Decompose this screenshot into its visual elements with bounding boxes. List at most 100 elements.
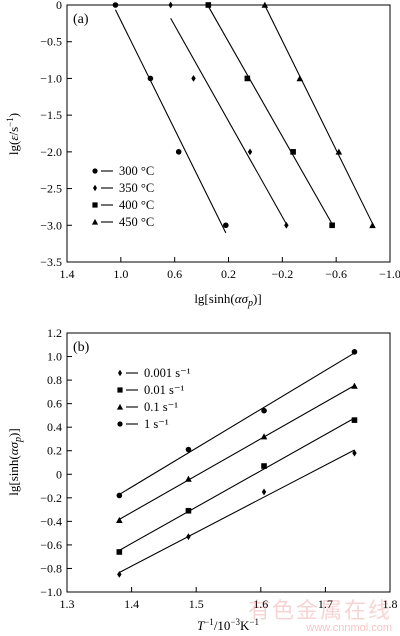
y-tick-label: 0.2 xyxy=(47,444,62,458)
y-tick-label: −3.5 xyxy=(40,255,62,269)
panel-b-ticks xyxy=(66,332,391,593)
legend-label-2: 400 °C xyxy=(119,198,154,212)
x-tick-label: 1.3 xyxy=(60,597,75,611)
legend-marker-3 xyxy=(91,218,99,225)
panel-b-frame xyxy=(66,332,391,593)
data-point-series-2 xyxy=(260,433,268,440)
y-tick-label: 0.8 xyxy=(47,373,62,387)
y-tick-label: −0.2 xyxy=(40,491,62,505)
y-tick-label: 1.2 xyxy=(47,326,62,340)
panel-a-x-axis-title: lg[sinh(ασp)] xyxy=(194,291,261,309)
legend-label-0: 300 °C xyxy=(119,164,154,178)
panel-a-label: (a) xyxy=(73,12,89,27)
data-point-series-0 xyxy=(261,488,267,496)
fit-line-series-2 xyxy=(119,384,355,520)
x-tick-label: 1.4 xyxy=(124,597,139,611)
data-point-series-2 xyxy=(329,222,335,229)
fit-line-series-3 xyxy=(264,5,373,224)
panel-a-x-tick-labels: 1.4 1.0 0.6 0.2 −0.2 −0.6 −1.0 xyxy=(60,267,400,281)
panel-a-legend: 300 °C 350 °C 400 °C 450 °C xyxy=(91,164,154,229)
data-point-series-0 xyxy=(175,149,182,155)
data-point-series-3 xyxy=(369,221,376,229)
x-tick-label: −0.6 xyxy=(325,267,347,281)
panel-a-ticks xyxy=(66,4,391,263)
data-point-series-1 xyxy=(116,549,123,555)
y-tick-label: 1.0 xyxy=(47,350,62,364)
panel-b-x-axis-title: T−1/10−3K−1 xyxy=(197,617,259,633)
legend-marker-2 xyxy=(116,403,124,410)
panel-b-x-tick-labels: 1.3 1.4 1.5 1.6 1.7 1.8 xyxy=(60,597,398,611)
data-point-series-3 xyxy=(335,148,343,155)
data-point-series-3 xyxy=(116,492,123,499)
panel-b-points xyxy=(116,349,358,578)
fit-line-series-1 xyxy=(119,417,355,551)
legend-marker-0 xyxy=(92,168,98,174)
data-point-series-1 xyxy=(351,417,358,423)
data-point-series-1 xyxy=(168,1,173,9)
legend-marker-1 xyxy=(117,387,123,393)
legend-label-3: 450 °C xyxy=(119,215,154,229)
panel-b-y-tick-labels: 1.2 1.0 0.8 0.6 0.4 0.2 0 −0.2 −0.4 −0.6 −0.8 −1.0 xyxy=(40,326,62,599)
legend-label-2: 0.1 s⁻¹ xyxy=(144,400,178,414)
x-tick-label: 1.5 xyxy=(189,597,204,611)
data-point-series-0 xyxy=(112,2,119,8)
data-point-series-1 xyxy=(191,75,196,82)
x-tick-label: 1.4 xyxy=(60,267,75,281)
x-tick-label: 1.7 xyxy=(318,597,333,611)
data-point-series-1 xyxy=(284,221,289,229)
y-tick-label: 0.4 xyxy=(47,420,62,434)
y-tick-label: 0 xyxy=(56,0,62,12)
data-point-series-0 xyxy=(223,222,229,229)
data-point-series-0 xyxy=(117,570,122,578)
x-tick-label: 0.2 xyxy=(221,267,236,281)
legend-label-0: 0.001 s⁻¹ xyxy=(144,366,191,380)
legend-label-1: 350 °C xyxy=(119,181,154,195)
x-tick-label: 1.6 xyxy=(253,597,268,611)
panel-b-label: (b) xyxy=(73,340,90,355)
panel-a-y-tick-labels: 0 −0.5 −1.0 −1.5 −2.0 −2.5 −3.0 −3.5 xyxy=(40,0,62,269)
data-point-series-0 xyxy=(352,449,357,457)
y-tick-label: −0.6 xyxy=(40,538,62,552)
panel-b-y-axis-title: lg[sinh(ασp)] xyxy=(6,428,24,495)
data-point-series-1 xyxy=(247,148,253,156)
data-point-series-2 xyxy=(116,516,123,523)
data-point-series-3 xyxy=(261,407,267,414)
legend-marker-0 xyxy=(118,369,122,377)
fit-line-series-1 xyxy=(170,18,287,225)
legend-marker-2 xyxy=(92,202,98,208)
x-tick-label: −0.2 xyxy=(271,267,293,281)
panel-a-y-axis-title: lg(ε̇/s−1) xyxy=(5,113,21,155)
data-point-series-3 xyxy=(261,1,269,8)
data-point-series-3 xyxy=(185,446,192,453)
y-tick-label: −2.0 xyxy=(40,145,62,159)
data-point-series-2 xyxy=(185,475,192,482)
x-tick-label: 1.0 xyxy=(113,267,128,281)
y-tick-label: −0.8 xyxy=(40,561,62,575)
data-point-series-2 xyxy=(205,2,212,8)
x-tick-label: 1.8 xyxy=(383,597,398,611)
panel-a-points xyxy=(112,1,376,229)
panel-a-frame xyxy=(66,4,391,263)
data-point-series-2 xyxy=(351,382,358,389)
data-point-series-0 xyxy=(186,533,191,541)
fit-line-series-3 xyxy=(119,352,355,495)
y-tick-label: 0.6 xyxy=(47,397,62,411)
data-point-series-2 xyxy=(244,75,251,82)
legend-label-1: 0.01 s⁻¹ xyxy=(144,383,184,397)
y-tick-label: −1.0 xyxy=(40,585,62,599)
data-point-series-0 xyxy=(147,75,154,82)
legend-marker-1 xyxy=(93,184,97,192)
panel-b: 1.21.00.80.60.40.20−0.2−0.4−0.6−0.8−1.0 … xyxy=(6,326,398,633)
fit-line-series-2 xyxy=(207,6,333,225)
fit-line-series-0 xyxy=(114,9,227,234)
legend-marker-3 xyxy=(117,421,123,427)
data-point-series-1 xyxy=(185,507,192,514)
y-tick-label: −0.4 xyxy=(40,514,62,528)
panel-b-legend: 0.001 s⁻¹ 0.01 s⁻¹ 0.1 s⁻¹ 1 s⁻¹ xyxy=(116,366,191,431)
watermark-url: www.cnnmol.com xyxy=(306,622,392,634)
data-point-series-3 xyxy=(296,75,304,82)
y-tick-label: −1.5 xyxy=(40,108,62,122)
watermark: 有色金属在线 www.cnnmol.com xyxy=(248,601,392,634)
watermark-text: 有色金属在线 xyxy=(247,599,392,624)
y-tick-label: −1.0 xyxy=(40,71,62,85)
